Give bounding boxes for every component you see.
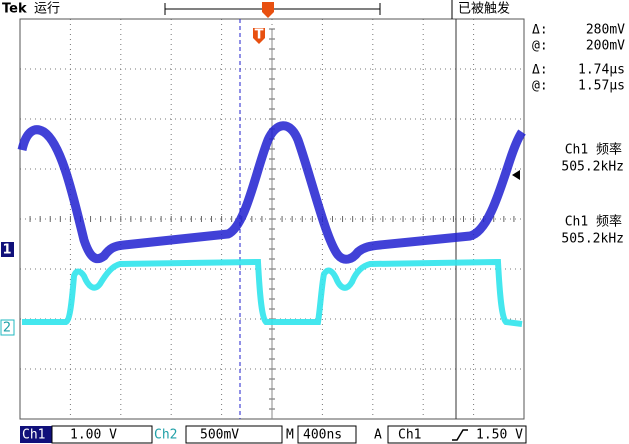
trigger-box: [387, 425, 527, 444]
ch1-marker-label: 1: [2, 243, 11, 258]
trigger-state: 已被触发: [458, 1, 510, 17]
ch2-label: Ch2: [154, 428, 177, 443]
trigger-level-arrow: [512, 170, 520, 180]
ch1-waveform: [17, 121, 526, 264]
cursor-value: 1.57µs: [578, 79, 625, 94]
cursor-value: 280mV: [586, 23, 625, 38]
ch2-marker: [0, 319, 15, 336]
cursor-symbol: @:: [532, 39, 548, 54]
trigger-marker: [253, 28, 265, 44]
trigger-level: 1.50 V: [476, 428, 523, 443]
measurement-label: Ch1 频率: [565, 142, 622, 158]
readout-panel: Δ: 280mV @: 200mV Δ: 1.74µs @: 1.57µs Ch1 频率 505.…: [532, 23, 625, 247]
measurement-value: 505.2kHz: [561, 232, 624, 247]
run-status: 运行: [34, 2, 60, 17]
trigger-source: Ch1: [398, 428, 421, 443]
measurement-value: 505.2kHz: [561, 160, 624, 175]
time-scale: 400ns: [303, 428, 342, 443]
cursor-symbol: Δ:: [532, 63, 548, 78]
cursor-symbol: @:: [532, 79, 548, 94]
cursor-value: 200mV: [586, 39, 625, 54]
ch1-scale: 1.00 V: [70, 428, 117, 443]
measurement-label: Ch1 频率: [565, 214, 622, 230]
ch2-marker-label: 2: [3, 321, 11, 336]
ch1-scale-box: [51, 425, 153, 444]
rising-edge-icon: [452, 429, 468, 441]
graticule: [19, 18, 525, 420]
ch1-label: Ch1: [22, 428, 45, 443]
time-scale-box: [297, 425, 357, 444]
brand: Tek: [2, 2, 27, 17]
time-label: M: [286, 428, 294, 443]
ch2-scale: 500mV: [200, 428, 239, 443]
ch1-badge: [20, 426, 52, 443]
trigger-label: A: [374, 428, 382, 443]
ch2-scale-box: [185, 425, 283, 444]
trigger-marker-label: T: [255, 28, 264, 43]
ch2-waveform: [22, 259, 523, 327]
trigger-pos-marker: [262, 2, 274, 18]
footer: Ch1 1.00 V Ch2 500mV M 400ns A Ch1 1.50 …: [20, 425, 527, 444]
cursor-value: 1.74µs: [578, 63, 625, 78]
cursor-symbol: Δ:: [532, 23, 548, 38]
ch1-marker: [1, 242, 14, 257]
